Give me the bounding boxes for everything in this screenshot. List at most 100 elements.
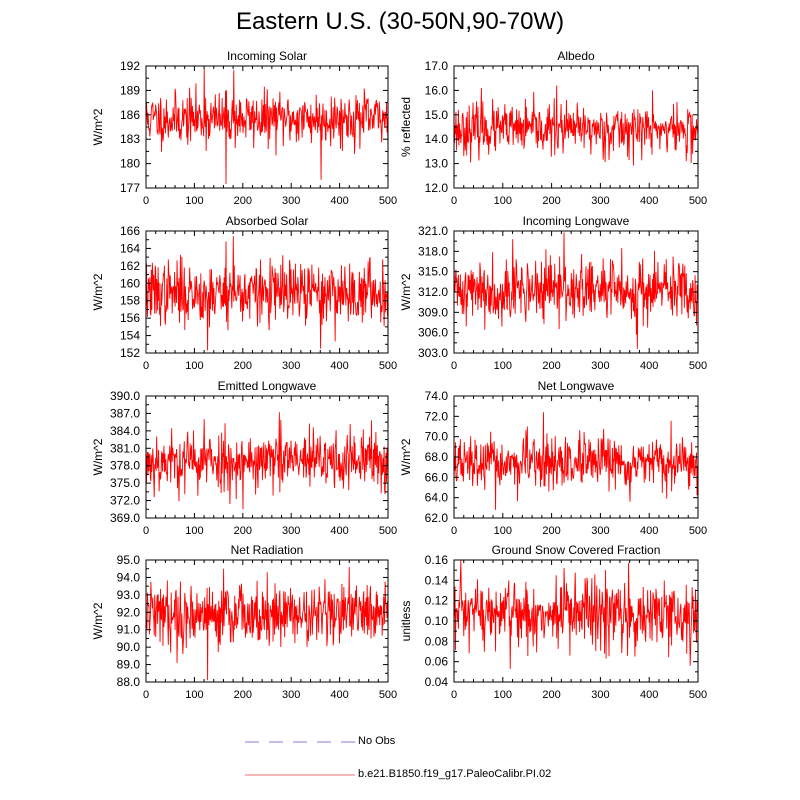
y-tick-label: 390.0 bbox=[110, 389, 140, 403]
y-tick-label: 62.0 bbox=[425, 511, 449, 525]
y-tick-label: 64.0 bbox=[425, 491, 449, 505]
series-line bbox=[453, 412, 699, 510]
y-axis-label: % reflected bbox=[399, 97, 413, 157]
y-tick-label: 375.0 bbox=[110, 476, 140, 490]
x-tick-label: 100 bbox=[494, 360, 512, 372]
y-axis-label: W/m^2 bbox=[399, 273, 413, 310]
x-tick-label: 100 bbox=[185, 689, 203, 701]
x-tick-label: 500 bbox=[379, 525, 397, 537]
y-tick-label: 162 bbox=[120, 259, 140, 273]
y-tick-label: 318.0 bbox=[418, 244, 448, 258]
y-tick-label: 94.0 bbox=[117, 570, 141, 584]
series-line bbox=[145, 236, 389, 351]
y-tick-label: 17.0 bbox=[425, 59, 449, 73]
x-tick-label: 400 bbox=[640, 195, 658, 207]
x-tick-label: 400 bbox=[640, 525, 658, 537]
y-tick-label: 154 bbox=[120, 329, 140, 343]
x-tick-label: 400 bbox=[330, 195, 348, 207]
y-tick-label: 88.0 bbox=[117, 675, 141, 689]
x-tick-label: 200 bbox=[234, 195, 252, 207]
panel-title: Absorbed Solar bbox=[226, 214, 309, 228]
y-tick-label: 0.08 bbox=[425, 634, 449, 648]
y-tick-label: 92.0 bbox=[117, 605, 141, 619]
series-line bbox=[145, 68, 389, 184]
y-tick-label: 189 bbox=[120, 83, 140, 97]
x-tick-label: 0 bbox=[143, 525, 149, 537]
y-tick-label: 183 bbox=[120, 132, 140, 146]
y-tick-label: 387.0 bbox=[110, 406, 140, 420]
y-tick-label: 0.06 bbox=[425, 655, 449, 669]
y-tick-label: 158 bbox=[120, 294, 140, 308]
series-line bbox=[453, 559, 699, 669]
y-tick-label: 66.0 bbox=[425, 470, 449, 484]
y-tick-label: 378.0 bbox=[110, 459, 140, 473]
panel-title: Albedo bbox=[557, 49, 595, 63]
y-tick-label: 186 bbox=[120, 108, 140, 122]
x-tick-label: 100 bbox=[185, 195, 203, 207]
x-tick-label: 500 bbox=[379, 195, 397, 207]
x-tick-label: 400 bbox=[330, 360, 348, 372]
x-tick-label: 400 bbox=[330, 689, 348, 701]
page-title: Eastern U.S. (30-50N,90-70W) bbox=[235, 8, 565, 35]
y-axis-label: W/m^2 bbox=[91, 273, 105, 310]
y-axis-label: unitless bbox=[399, 601, 413, 642]
x-tick-label: 100 bbox=[185, 525, 203, 537]
x-tick-label: 400 bbox=[330, 525, 348, 537]
y-tick-label: 384.0 bbox=[110, 424, 140, 438]
y-axis-label: W/m^2 bbox=[399, 438, 413, 475]
x-tick-label: 300 bbox=[282, 195, 300, 207]
x-tick-label: 300 bbox=[282, 360, 300, 372]
y-tick-label: 14.0 bbox=[425, 132, 449, 146]
x-tick-label: 200 bbox=[542, 360, 560, 372]
y-tick-label: 166 bbox=[120, 224, 140, 238]
x-tick-label: 300 bbox=[591, 195, 609, 207]
x-tick-label: 400 bbox=[640, 360, 658, 372]
x-tick-label: 500 bbox=[379, 689, 397, 701]
series-line bbox=[145, 566, 389, 681]
y-tick-label: 164 bbox=[120, 241, 140, 255]
x-tick-label: 200 bbox=[234, 525, 252, 537]
x-tick-label: 100 bbox=[494, 525, 512, 537]
y-tick-label: 93.0 bbox=[117, 588, 141, 602]
y-tick-label: 177 bbox=[120, 181, 140, 195]
y-tick-label: 0.12 bbox=[425, 594, 449, 608]
y-tick-label: 180 bbox=[120, 157, 140, 171]
y-tick-label: 0.14 bbox=[425, 573, 449, 587]
y-tick-label: 315.0 bbox=[418, 265, 448, 279]
x-tick-label: 200 bbox=[542, 195, 560, 207]
panel-title: Emitted Longwave bbox=[218, 379, 317, 393]
y-tick-label: 89.0 bbox=[117, 658, 141, 672]
panel-title: Incoming Longwave bbox=[523, 214, 630, 228]
y-tick-label: 192 bbox=[120, 59, 140, 73]
x-tick-label: 500 bbox=[689, 360, 707, 372]
panel-title: Net Radiation bbox=[231, 543, 304, 557]
x-tick-label: 0 bbox=[451, 689, 457, 701]
x-tick-label: 100 bbox=[494, 689, 512, 701]
y-tick-label: 160 bbox=[120, 276, 140, 290]
x-tick-label: 500 bbox=[379, 360, 397, 372]
y-tick-label: 303.0 bbox=[418, 346, 448, 360]
y-tick-label: 90.0 bbox=[117, 640, 141, 654]
y-tick-label: 309.0 bbox=[418, 305, 448, 319]
y-tick-label: 321.0 bbox=[418, 224, 448, 238]
x-tick-label: 300 bbox=[591, 525, 609, 537]
y-tick-label: 306.0 bbox=[418, 326, 448, 340]
x-tick-label: 200 bbox=[234, 360, 252, 372]
y-tick-label: 369.0 bbox=[110, 511, 140, 525]
x-tick-label: 100 bbox=[494, 195, 512, 207]
x-tick-label: 500 bbox=[689, 689, 707, 701]
x-tick-label: 0 bbox=[451, 195, 457, 207]
y-tick-label: 381.0 bbox=[110, 441, 140, 455]
legend-model-label: b.e21.B1850.f19_g17.PaleoCalibr.PI.02 bbox=[358, 768, 552, 780]
y-tick-label: 13.0 bbox=[425, 157, 449, 171]
y-axis-label: W/m^2 bbox=[91, 438, 105, 475]
panel-title: Incoming Solar bbox=[227, 49, 307, 63]
x-tick-label: 0 bbox=[451, 525, 457, 537]
y-tick-label: 16.0 bbox=[425, 83, 449, 97]
y-tick-label: 74.0 bbox=[425, 389, 449, 403]
x-tick-label: 500 bbox=[689, 525, 707, 537]
x-tick-label: 500 bbox=[689, 195, 707, 207]
series-line bbox=[453, 85, 699, 166]
legend-obs-label: No Obs bbox=[358, 735, 396, 747]
